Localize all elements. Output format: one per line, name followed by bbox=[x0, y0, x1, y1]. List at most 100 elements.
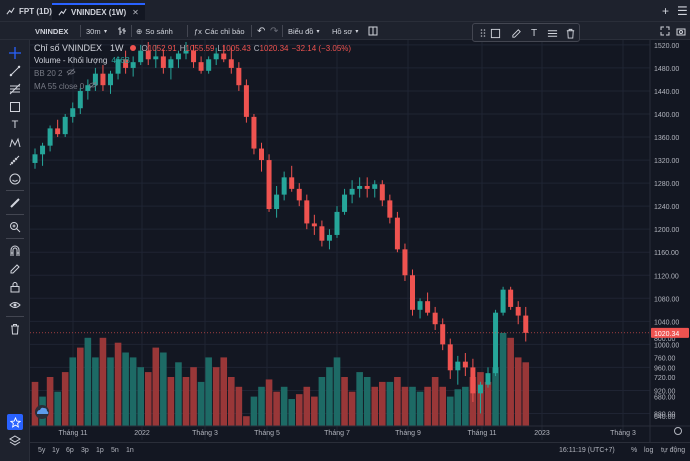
tab-fpt[interactable]: FPT (1D) bbox=[0, 3, 58, 20]
text-icon[interactable]: T bbox=[11, 119, 19, 131]
legend-title[interactable]: Chỉ số VNINDEX bbox=[34, 43, 103, 53]
eye-hidden-icon[interactable] bbox=[66, 68, 77, 78]
candle-body[interactable] bbox=[432, 312, 438, 325]
percent-toggle[interactable]: % bbox=[631, 447, 638, 454]
layout-icon[interactable] bbox=[368, 22, 378, 40]
candle-body[interactable] bbox=[493, 312, 499, 374]
auto-toggle[interactable]: tự động bbox=[661, 447, 686, 454]
fib-icon[interactable] bbox=[8, 82, 22, 96]
candle-body[interactable] bbox=[251, 116, 257, 149]
candle-body[interactable] bbox=[289, 177, 295, 189]
candle-body[interactable] bbox=[372, 184, 378, 189]
measure-icon[interactable] bbox=[8, 154, 22, 168]
candle-body[interactable] bbox=[334, 211, 340, 235]
tab-vnindex[interactable]: VNINDEX (1W) ✕ bbox=[52, 3, 145, 20]
candle-body[interactable] bbox=[130, 62, 136, 68]
candle-body[interactable] bbox=[477, 384, 483, 394]
candle-body[interactable] bbox=[281, 177, 287, 195]
candle-body[interactable] bbox=[319, 226, 325, 241]
range-5y[interactable]: 5y bbox=[38, 447, 46, 454]
pencil-lock-icon[interactable] bbox=[8, 262, 22, 276]
candle-body[interactable] bbox=[236, 67, 242, 86]
log-toggle[interactable]: log bbox=[644, 447, 654, 454]
rectangle-icon[interactable] bbox=[8, 100, 22, 114]
candle-body[interactable] bbox=[342, 194, 348, 212]
candle-body[interactable] bbox=[175, 53, 181, 60]
redo-icon[interactable]: ↷ bbox=[270, 25, 279, 37]
bar-style-icon[interactable] bbox=[117, 22, 127, 40]
candle-body[interactable] bbox=[462, 361, 468, 368]
candle-body[interactable] bbox=[40, 145, 46, 155]
price-scale[interactable] bbox=[650, 40, 690, 442]
candle-body[interactable] bbox=[183, 50, 189, 54]
eye-hidden-icon[interactable] bbox=[88, 81, 98, 91]
emoji-icon[interactable] bbox=[8, 172, 22, 186]
drag-handle-icon[interactable] bbox=[477, 27, 489, 39]
candle-body[interactable] bbox=[100, 73, 106, 86]
line-style-icon[interactable] bbox=[546, 27, 558, 39]
symbol-search[interactable]: VNINDEX bbox=[35, 26, 69, 36]
candle-body[interactable] bbox=[417, 301, 423, 310]
candle-body[interactable] bbox=[349, 188, 355, 195]
candle-body[interactable] bbox=[500, 289, 506, 313]
candle-body[interactable] bbox=[108, 73, 113, 86]
candle-body[interactable] bbox=[455, 361, 461, 371]
profile-button[interactable]: Hồ sơ ▾ bbox=[332, 22, 358, 40]
candle-body[interactable] bbox=[274, 194, 280, 210]
candle-body[interactable] bbox=[92, 73, 98, 86]
candle-body[interactable] bbox=[364, 185, 370, 189]
candle-body[interactable] bbox=[259, 148, 264, 161]
range-1m[interactable]: 1p bbox=[96, 447, 104, 454]
range-1y[interactable]: 1y bbox=[52, 447, 60, 454]
add-tab-icon[interactable]: + bbox=[662, 4, 670, 18]
compare-button[interactable]: ⊕ So sánh bbox=[136, 22, 173, 40]
candle-body[interactable] bbox=[138, 50, 144, 63]
candle-body[interactable] bbox=[228, 59, 234, 68]
candle-body[interactable] bbox=[508, 289, 514, 307]
trend-line-icon[interactable] bbox=[8, 64, 22, 78]
menu-icon[interactable]: ☰ bbox=[677, 4, 688, 18]
candle-body[interactable] bbox=[394, 217, 400, 250]
zoom-icon[interactable] bbox=[8, 220, 22, 234]
candle-body[interactable] bbox=[47, 128, 53, 146]
candle-body[interactable] bbox=[85, 85, 91, 91]
candle-body[interactable] bbox=[266, 160, 272, 210]
screenshot-icon[interactable] bbox=[676, 22, 686, 40]
candle-body[interactable] bbox=[62, 116, 68, 135]
settings-gear-icon[interactable] bbox=[674, 427, 682, 435]
candle-body[interactable] bbox=[470, 367, 476, 394]
clock-time[interactable]: 16:11:19 (UTC+7) bbox=[559, 447, 615, 454]
pencil-icon[interactable] bbox=[510, 27, 522, 39]
candle-body[interactable] bbox=[296, 188, 302, 201]
crosshair-icon[interactable] bbox=[8, 46, 22, 60]
candle-body[interactable] bbox=[221, 53, 227, 60]
candle-body[interactable] bbox=[115, 59, 121, 74]
candle-body[interactable] bbox=[485, 373, 491, 385]
candle-body[interactable] bbox=[191, 50, 197, 63]
candle-body[interactable] bbox=[440, 324, 446, 345]
trash-icon[interactable] bbox=[8, 322, 22, 336]
interval-selector[interactable]: 30m bbox=[86, 26, 101, 36]
range-5d[interactable]: 5n bbox=[111, 447, 119, 454]
candle-body[interactable] bbox=[311, 223, 317, 227]
candle-body[interactable] bbox=[379, 184, 385, 201]
candle-body[interactable] bbox=[32, 154, 38, 163]
candle-body[interactable] bbox=[55, 128, 61, 135]
candle-body[interactable] bbox=[153, 56, 159, 60]
candle-body[interactable] bbox=[515, 306, 521, 316]
chevron-down-icon[interactable]: ▾ bbox=[104, 28, 108, 35]
candle-body[interactable] bbox=[123, 59, 129, 68]
candle-body[interactable] bbox=[206, 59, 212, 71]
range-6m[interactable]: 6p bbox=[66, 447, 74, 454]
chart-area[interactable]: 1520.00 1480.00 1440.00 1400.00 1360.00 1320.… bbox=[30, 40, 690, 461]
eye-icon[interactable] bbox=[8, 298, 22, 312]
rectangle-tool-icon[interactable] bbox=[489, 27, 501, 39]
candle-body[interactable] bbox=[70, 108, 76, 117]
candle-body[interactable] bbox=[243, 85, 249, 117]
indicators-button[interactable]: ƒx Các chỉ báo bbox=[194, 22, 245, 40]
layers-icon[interactable] bbox=[8, 434, 22, 448]
fullscreen-icon[interactable] bbox=[660, 22, 670, 40]
text-tool-icon[interactable]: T bbox=[530, 27, 538, 39]
brush-icon[interactable] bbox=[8, 196, 22, 210]
pattern-icon[interactable] bbox=[8, 136, 22, 150]
